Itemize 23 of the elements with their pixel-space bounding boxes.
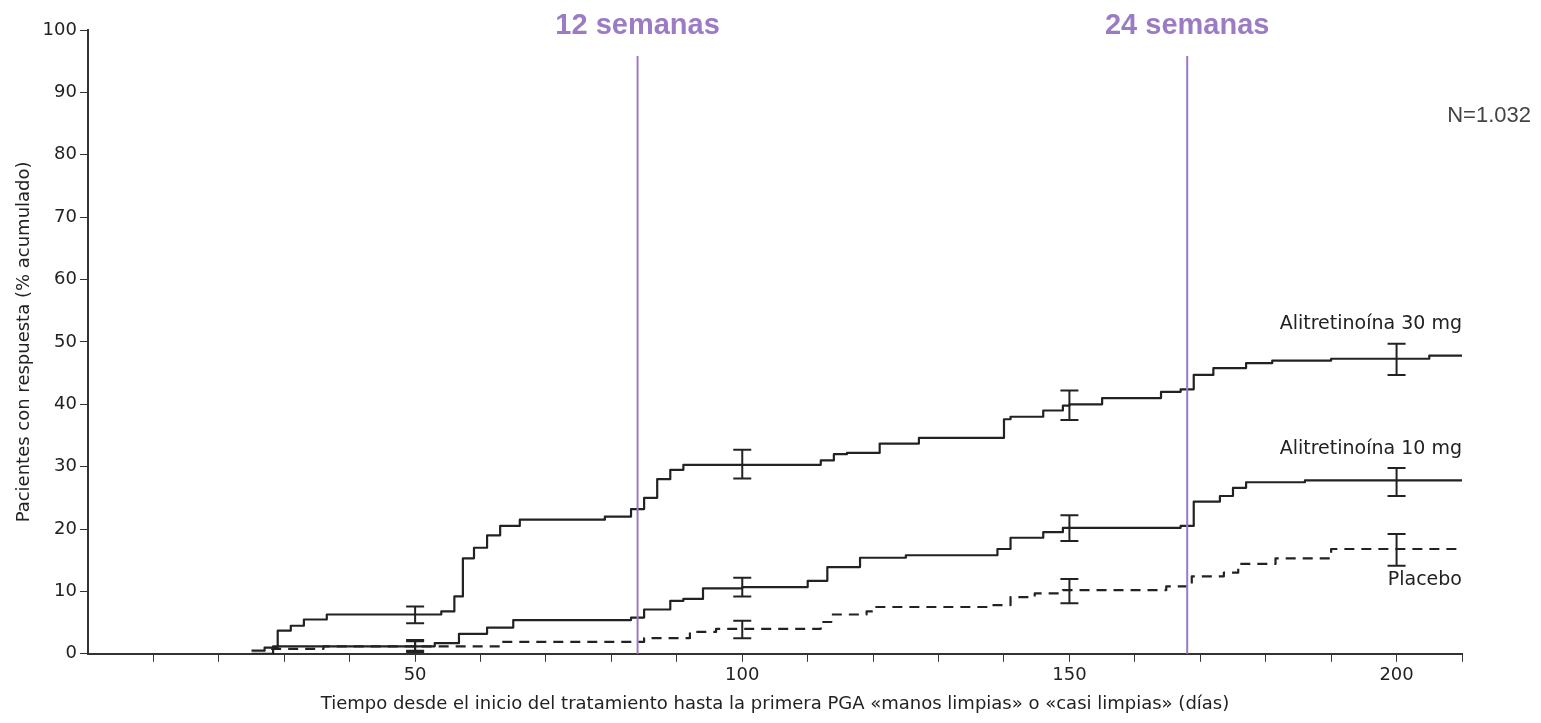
annotation: N=1.032 [1447, 102, 1531, 128]
series-label: Alitretinoína 10 mg [1279, 435, 1462, 458]
y-tick-label: 60 [54, 267, 77, 289]
y-axis-title: Pacientes con respuesta (% acumulado) [12, 161, 34, 523]
x-tick-label: 150 [1052, 663, 1087, 685]
y-tick-label: 0 [65, 641, 77, 663]
x-tick-label: 50 [403, 663, 427, 685]
y-tick-label: 70 [54, 204, 77, 226]
y-tick-label: 10 [54, 579, 77, 601]
y-tick-label: 30 [54, 454, 77, 476]
x-tick-label: 200 [1379, 663, 1414, 685]
ref-line-label: 24 semanas [1104, 8, 1270, 40]
series-label: Alitretinoína 30 mg [1279, 311, 1462, 334]
y-tick-label: 50 [54, 329, 77, 351]
y-tick-label: 80 [54, 142, 77, 164]
y-tick-label: 20 [54, 516, 77, 538]
y-tick-label: 100 [42, 17, 77, 39]
x-axis-title: Tiempo desde el inicio del tratamiento hasta la primera PGA «manos limpias» o «casi limpias» (días) [319, 691, 1230, 713]
series-label: Placebo [1387, 567, 1462, 590]
y-tick-label: 40 [54, 391, 77, 413]
x-tick-label: 100 [725, 663, 760, 685]
y-tick-label: 90 [54, 80, 77, 102]
ref-line-label: 12 semanas [555, 8, 720, 40]
